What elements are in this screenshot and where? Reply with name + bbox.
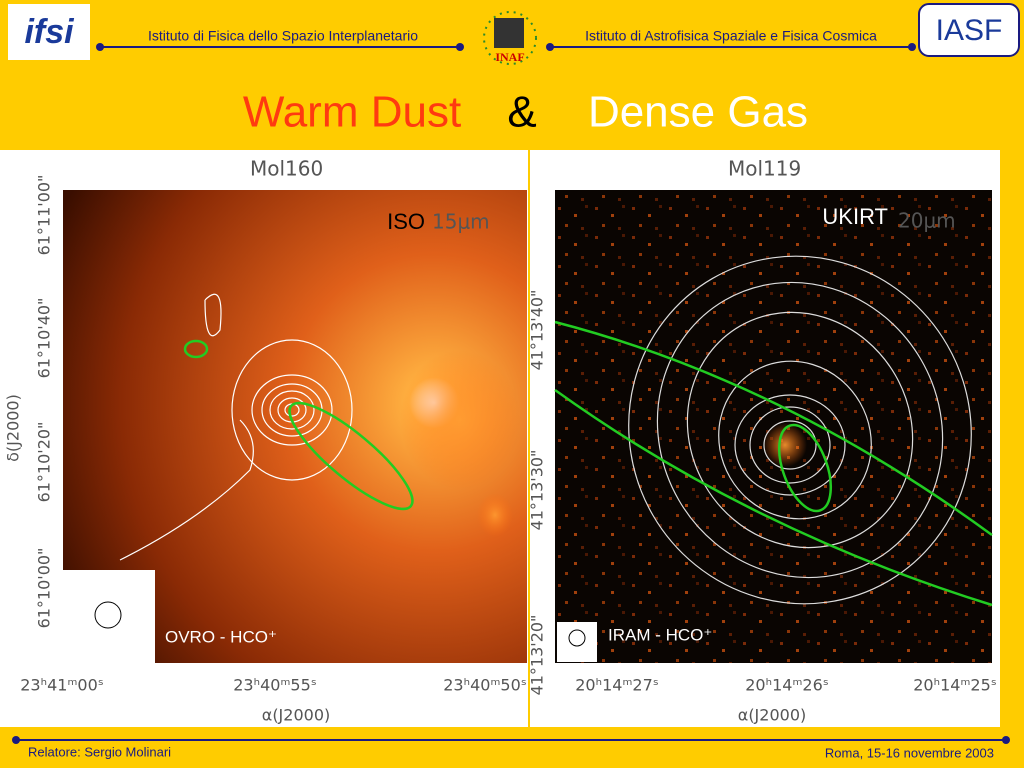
y-tick-label: 41°13'30" — [528, 450, 547, 531]
dot — [546, 43, 554, 51]
dot — [96, 43, 104, 51]
instrument: ISO — [387, 209, 425, 234]
logo-inaf: INAF — [495, 50, 524, 64]
beam-box — [557, 622, 597, 662]
place-date: Roma, 15-16 novembre 2003 — [825, 745, 994, 760]
title-warm-dust: Warm Dust — [243, 88, 461, 137]
beam-ellipse — [288, 401, 414, 511]
institute-right: Istituto di Astrofisica Spaziale e Fisic… — [585, 28, 877, 44]
title-dense-gas: Dense Gas — [588, 88, 808, 137]
x-tick-label: 23ʰ40ᵐ55ˢ — [233, 676, 317, 695]
panel-title: Mol160 — [250, 157, 323, 181]
dot — [908, 43, 916, 51]
x-tick-label: 20ʰ14ᵐ27ˢ — [575, 676, 659, 695]
dot — [456, 43, 464, 51]
x-tick-label: 23ʰ41ᵐ00ˢ — [20, 676, 104, 695]
beam-label: IRAM - HCO⁺ — [608, 625, 712, 644]
title-amp: & — [507, 88, 536, 137]
logo-tower — [494, 18, 524, 48]
x-tick-label: 20ʰ14ᵐ25ˢ — [913, 676, 997, 695]
beam-ellipse — [777, 423, 833, 513]
y-tick-label: 61°11'00" — [35, 175, 54, 256]
x-tick-label: 20ʰ14ᵐ26ˢ — [745, 676, 829, 695]
logo-ifsi: ifsi — [24, 13, 75, 51]
emission — [477, 493, 513, 537]
contours — [628, 255, 972, 605]
beam-label: OVRO - HCO⁺ — [165, 627, 277, 646]
x-axis-label: α(J2000) — [738, 706, 806, 725]
y-tick-label: 41°13'40" — [528, 290, 547, 371]
x-tick-label: 23ʰ40ᵐ50ˢ — [443, 676, 527, 695]
wavelength: 15μm — [432, 210, 490, 234]
dot — [12, 736, 20, 744]
emission — [763, 423, 807, 467]
y-tick-label: 41°13'20" — [528, 615, 547, 696]
beam-box — [63, 570, 155, 663]
y-tick-label: 61°10'00" — [35, 548, 54, 629]
y-axis-label: δ(J2000) — [4, 394, 23, 462]
logo-iasf: IASF — [936, 14, 1003, 47]
logo-box — [8, 4, 90, 60]
dot — [1002, 736, 1010, 744]
speaker: Relatore: Sergio Molinari — [28, 744, 171, 759]
instrument: UKIRT — [822, 204, 888, 229]
panel-title: Mol119 — [728, 157, 801, 181]
wavelength: 20μm — [898, 209, 956, 233]
logo-box — [918, 3, 1020, 57]
beam — [94, 601, 122, 629]
institute-left: Istituto di Fisica dello Spazio Interpla… — [148, 28, 418, 44]
beam-edge — [554, 388, 993, 607]
emission — [400, 350, 520, 490]
logo-ring — [483, 11, 537, 65]
beam-edge — [554, 320, 993, 537]
beam-ellipse — [183, 339, 209, 359]
x-axis-label: α(J2000) — [262, 706, 330, 725]
y-tick-label: 61°10'40" — [35, 298, 54, 379]
beam — [568, 629, 586, 647]
y-tick-label: 61°10'20" — [35, 422, 54, 503]
